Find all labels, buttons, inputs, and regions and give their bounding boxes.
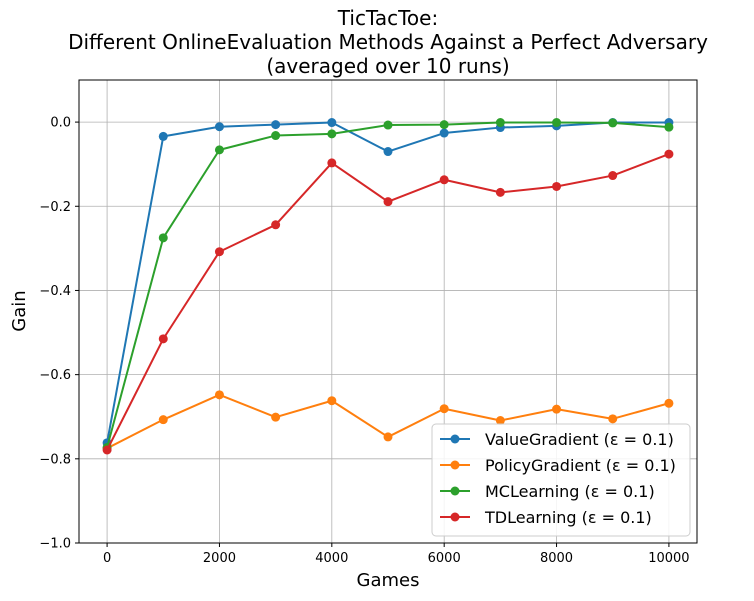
legend-box [431,423,691,537]
legend-entry: MCLearning (ε = 0.1) [440,482,655,501]
data-point [439,128,449,138]
data-point [158,131,168,141]
data-point [383,120,393,130]
x-tick-label: 8000 [540,551,573,566]
legend-dot-marker [450,460,460,470]
data-point [495,416,505,426]
data-point [327,396,337,406]
data-point [552,404,562,414]
data-point [664,398,674,408]
series-layer [102,118,674,455]
data-point [158,233,168,243]
chart-title: TicTacToe: Different OnlineEvaluation Me… [68,6,708,78]
data-point [439,175,449,185]
legend-entry: TDLearning (ε = 0.1) [440,508,652,527]
legend-dot-marker [450,434,460,444]
y-tick-label: −0.8 [39,452,71,467]
y-tick-label: −1.0 [39,537,71,552]
series-group [102,149,674,455]
data-point [214,145,224,155]
data-point [495,118,505,128]
data-point [214,390,224,400]
data-point [608,118,618,128]
data-point [158,415,168,425]
data-point [327,129,337,139]
data-point [664,122,674,132]
data-point [102,445,112,455]
data-point [271,131,281,141]
y-tick-label: −0.4 [39,284,71,299]
legend-dot-marker [450,512,460,522]
y-tick-label: −0.2 [39,200,71,215]
legend-label: MCLearning (ε = 0.1) [485,482,655,501]
x-tick-label: 0 [103,551,111,566]
x-tick-label: 6000 [428,551,461,566]
data-point [327,158,337,168]
axis-ticks: 0 2000 4000 6000 8000 10000 −1.0 −0.8 −0.6 −0.4 −0… [39,116,689,566]
data-point [327,118,337,128]
chart-title-line-3: (averaged over 10 runs) [266,54,509,78]
data-point [439,404,449,414]
data-point [383,197,393,207]
data-point [214,247,224,257]
legend-label: PolicyGradient (ε = 0.1) [485,456,676,475]
data-point [664,149,674,159]
chart-title-line-1: TicTacToe: [337,6,438,30]
series-group [102,390,674,453]
data-point [271,412,281,422]
x-tick-label: 10000 [648,551,689,566]
y-tick-label: −0.6 [39,368,71,383]
x-axis-label: Games [357,570,420,591]
data-point [552,118,562,128]
data-point [439,120,449,130]
data-point [383,432,393,442]
legend-label: ValueGradient (ε = 0.1) [485,430,674,449]
legend: ValueGradient (ε = 0.1) PolicyGradient (… [431,423,691,537]
chart-title-line-2: Different OnlineEvaluation Methods Again… [68,30,708,54]
plot-frame [78,79,698,544]
data-point [271,120,281,130]
data-point [608,414,618,424]
data-point [552,181,562,191]
legend-entry: PolicyGradient (ε = 0.1) [440,456,676,475]
data-point [214,122,224,132]
legend-label: TDLearning (ε = 0.1) [484,508,652,527]
legend-dot-marker [450,486,460,496]
y-tick-label: 0.0 [50,116,71,131]
data-point [495,187,505,197]
x-tick-label: 2000 [203,551,236,566]
legend-entry: ValueGradient (ε = 0.1) [440,430,674,449]
y-axis-label: Gain [9,290,30,331]
data-point [271,220,281,230]
data-point [608,171,618,181]
data-point [158,334,168,344]
x-tick-label: 4000 [315,551,348,566]
data-point [383,147,393,157]
